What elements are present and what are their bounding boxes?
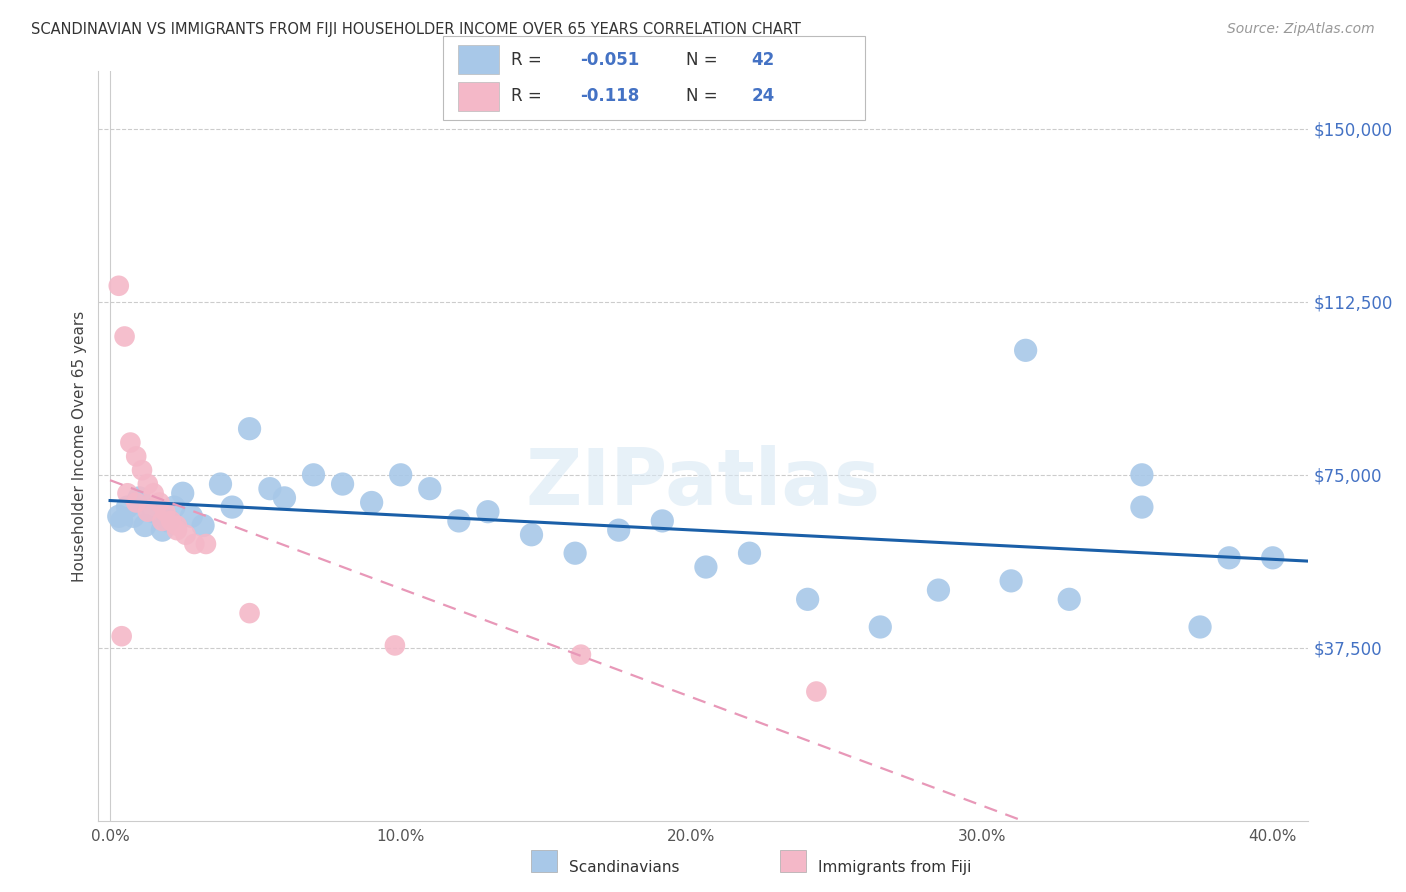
Text: Immigrants from Fiji: Immigrants from Fiji	[818, 860, 972, 874]
Point	[111, 629, 134, 643]
Point	[131, 463, 153, 477]
Point	[520, 528, 543, 542]
Text: Scandinavians: Scandinavians	[569, 860, 681, 874]
Y-axis label: Householder Income Over 65 years: Householder Income Over 65 years	[72, 310, 87, 582]
Point	[134, 518, 156, 533]
Point	[117, 500, 139, 514]
FancyBboxPatch shape	[458, 45, 499, 74]
Text: 42: 42	[752, 51, 775, 69]
Point	[332, 477, 354, 491]
Point	[1014, 343, 1036, 358]
Point	[302, 467, 325, 482]
Point	[166, 518, 188, 533]
Text: R =: R =	[512, 51, 547, 69]
Point	[569, 648, 592, 662]
Text: -0.118: -0.118	[581, 87, 640, 105]
Point	[107, 509, 129, 524]
Point	[360, 495, 382, 509]
Point	[259, 482, 281, 496]
Point	[651, 514, 673, 528]
Point	[239, 422, 262, 436]
Point	[150, 514, 173, 528]
Point	[150, 523, 173, 537]
Point	[174, 528, 197, 542]
Point	[1218, 550, 1240, 565]
Point	[163, 500, 186, 514]
Point	[125, 495, 148, 509]
Point	[120, 435, 142, 450]
Text: -0.051: -0.051	[581, 51, 640, 69]
Point	[796, 592, 818, 607]
Point	[209, 477, 232, 491]
Point	[447, 514, 470, 528]
Point	[142, 486, 165, 500]
Point	[122, 509, 145, 524]
Point	[564, 546, 586, 560]
Text: Source: ZipAtlas.com: Source: ZipAtlas.com	[1227, 22, 1375, 37]
Point	[166, 523, 188, 537]
Text: R =: R =	[512, 87, 547, 105]
Point	[1261, 550, 1284, 565]
Point	[107, 278, 129, 293]
Point	[191, 518, 214, 533]
Text: N =: N =	[686, 87, 723, 105]
Point	[183, 537, 205, 551]
Point	[160, 514, 183, 528]
Point	[927, 583, 949, 598]
Point	[419, 482, 441, 496]
Point	[148, 495, 170, 509]
Text: 24: 24	[752, 87, 775, 105]
FancyBboxPatch shape	[458, 82, 499, 111]
Point	[239, 606, 262, 620]
Point	[125, 450, 148, 464]
Text: SCANDINAVIAN VS IMMIGRANTS FROM FIJI HOUSEHOLDER INCOME OVER 65 YEARS CORRELATIO: SCANDINAVIAN VS IMMIGRANTS FROM FIJI HOU…	[31, 22, 801, 37]
Point	[389, 467, 412, 482]
Point	[111, 514, 134, 528]
Point	[117, 486, 139, 500]
Point	[180, 509, 202, 524]
Point	[806, 684, 828, 698]
Point	[136, 505, 159, 519]
Text: N =: N =	[686, 51, 723, 69]
Point	[738, 546, 761, 560]
Point	[128, 491, 150, 505]
Point	[1130, 467, 1153, 482]
Point	[155, 505, 177, 519]
Point	[172, 486, 194, 500]
Point	[384, 639, 406, 653]
Point	[477, 505, 499, 519]
Point	[157, 514, 180, 528]
Point	[114, 329, 136, 343]
Point	[194, 537, 217, 551]
Point	[1130, 500, 1153, 514]
Point	[273, 491, 295, 505]
Point	[1189, 620, 1212, 634]
Point	[136, 477, 159, 491]
Point	[607, 523, 630, 537]
Point	[869, 620, 891, 634]
Point	[142, 505, 165, 519]
Point	[221, 500, 243, 514]
Point	[1057, 592, 1080, 607]
Point	[695, 560, 717, 574]
Point	[1000, 574, 1022, 588]
Text: ZIPatlas: ZIPatlas	[526, 445, 880, 522]
